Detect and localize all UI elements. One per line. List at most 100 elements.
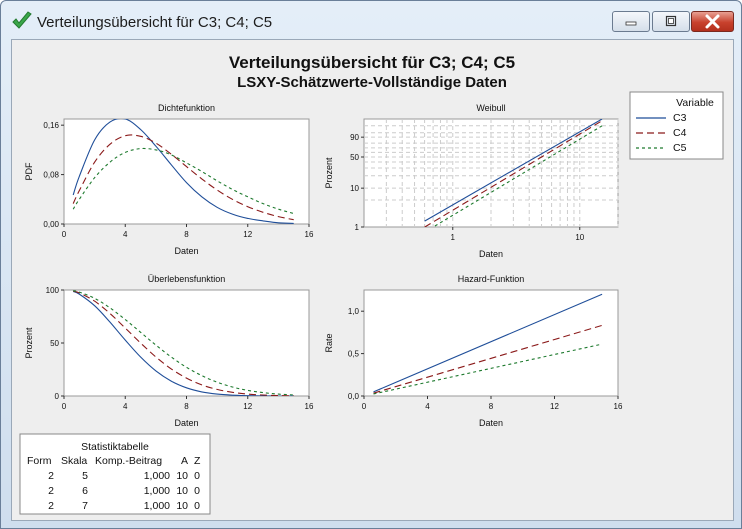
y-axis-label: Rate	[324, 333, 334, 352]
table-cell: 0	[194, 485, 200, 497]
table-cell: 7	[82, 500, 88, 512]
y-tick-label: 1,0	[348, 307, 360, 316]
y-tick-label: 0	[55, 392, 60, 401]
y-axis-label: PDF	[24, 162, 34, 181]
table-cell: 0	[194, 500, 200, 512]
table-cell: 2	[48, 500, 54, 512]
statistics-table: Statistiktabelle Form Skala Komp.-Beitra…	[19, 433, 211, 515]
figure-title: Verteilungsübersicht für C3; C4; C5	[229, 53, 515, 72]
x-tick-label: 4	[123, 402, 128, 411]
table-header-beitrag: Komp.-Beitrag	[95, 455, 162, 467]
close-icon	[705, 14, 720, 29]
x-axis-label: Daten	[174, 246, 198, 256]
y-tick-label: 1	[355, 223, 360, 232]
chart-panel-dichtefunktion: Dichtefunktion Daten PDF 0 4 8 12 16 0,00 0,08 0,1…	[24, 103, 314, 256]
x-axis-label: Daten	[479, 249, 503, 259]
x-tick-label: 12	[550, 402, 559, 411]
series-line-c5	[73, 290, 294, 396]
checkmark-app-icon	[12, 11, 32, 29]
series-line-c3	[373, 293, 603, 393]
legend-entry-c5: C5	[673, 142, 687, 154]
y-axis-label: Prozent	[324, 157, 334, 189]
table-cell: 2	[48, 470, 54, 482]
legend-box	[629, 91, 724, 160]
legend-title: Variable	[676, 97, 714, 109]
series-line-c5	[72, 147, 294, 215]
x-axis-label: Daten	[174, 418, 198, 428]
series-line-c5	[432, 125, 603, 227]
table-cell: 0	[194, 470, 200, 482]
x-tick-label: 0	[62, 230, 67, 239]
table-cell: 2	[48, 485, 54, 497]
series-line-c4	[73, 290, 294, 396]
table-header-a: A	[181, 455, 188, 467]
close-button[interactable]	[691, 11, 734, 32]
y-tick-label: 10	[350, 184, 359, 193]
x-tick-label: 16	[614, 402, 623, 411]
x-tick-label: 8	[184, 230, 189, 239]
chart-panel-hazard-funktion: Hazard-Funktion Daten Rate 0 4 8 12 16 0,0 0,5 1,0	[324, 274, 623, 428]
chart-title: Überlebensfunktion	[148, 274, 226, 284]
minimize-button[interactable]	[612, 11, 650, 32]
y-tick-label: 0,16	[43, 121, 59, 130]
x-tick-label: 8	[489, 402, 494, 411]
title-bar[interactable]: Verteilungsübersicht für C3; C4; C5	[1, 1, 741, 41]
statistics-table-box	[19, 433, 211, 515]
chart-title: Dichtefunktion	[158, 103, 215, 113]
x-tick-label: 0	[62, 402, 67, 411]
y-tick-label: 100	[46, 286, 60, 295]
table-cell: 10	[176, 485, 188, 497]
x-tick-label: 4	[425, 402, 430, 411]
table-cell: 1,000	[144, 470, 170, 482]
x-tick-label: 10	[575, 233, 584, 242]
table-cell: 5	[82, 470, 88, 482]
y-axis-label: Prozent	[24, 327, 34, 359]
series-line-c4	[72, 134, 294, 221]
plot-area	[63, 118, 310, 225]
x-tick-label: 8	[184, 402, 189, 411]
chart-title: Weibull	[476, 103, 505, 113]
x-tick-label: 12	[243, 402, 252, 411]
chart-panel-weibull: Weibull Daten Prozent 1 10 1 10 50 90	[324, 103, 619, 259]
table-header-z: Z	[194, 455, 201, 467]
statistics-table-title: Statistiktabelle	[81, 441, 149, 453]
legend-entry-c3: C3	[673, 112, 687, 124]
table-header-skala: Skala	[61, 455, 87, 467]
window-title: Verteilungsübersicht für C3; C4; C5	[37, 14, 273, 31]
x-tick-label: 16	[305, 230, 314, 239]
x-tick-label: 4	[123, 230, 128, 239]
y-tick-label: 0,00	[43, 220, 59, 229]
y-tick-label: 0,5	[348, 350, 360, 359]
table-cell: 1,000	[144, 500, 170, 512]
series-line-c3	[72, 119, 294, 224]
graph-area: Verteilungsübersicht für C3; C4; C5 LSXY…	[11, 39, 734, 521]
series-line-c4	[373, 324, 603, 394]
minimize-icon	[625, 21, 637, 26]
y-tick-label: 0,0	[348, 392, 360, 401]
series-line-c3	[72, 290, 294, 396]
distribution-overview-figure: Verteilungsübersicht für C3; C4; C5 LSXY…	[19, 53, 724, 515]
table-cell: 10	[176, 470, 188, 482]
legend: Variable C3 C4 C5	[629, 91, 724, 160]
table-cell: 6	[82, 485, 88, 497]
maximize-icon	[665, 15, 677, 27]
x-axis-label: Daten	[479, 418, 503, 428]
series-line-c4	[424, 120, 603, 227]
y-tick-label: 50	[350, 153, 359, 162]
y-tick-label: 90	[350, 133, 359, 142]
y-tick-label: 50	[50, 339, 59, 348]
series-line-c3	[424, 119, 603, 222]
x-tick-label: 16	[305, 402, 314, 411]
x-tick-label: 0	[362, 402, 367, 411]
y-tick-label: 0,08	[43, 171, 59, 180]
plot-area	[63, 289, 310, 397]
table-header-form: Form	[27, 455, 52, 467]
table-cell: 1,000	[144, 485, 170, 497]
x-tick-label: 1	[451, 233, 456, 242]
series-line-c5	[373, 343, 603, 395]
figure-subtitle: LSXY-Schätzwerte-Vollständige Daten	[237, 74, 507, 91]
table-cell: 10	[176, 500, 188, 512]
legend-entry-c4: C4	[673, 127, 687, 139]
maximize-button[interactable]	[652, 11, 690, 32]
